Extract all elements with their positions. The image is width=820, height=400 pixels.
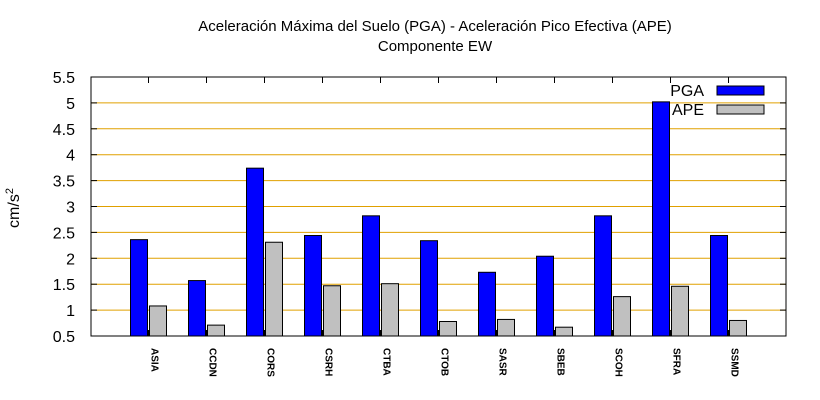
x-tick-label: SBEB bbox=[555, 348, 566, 376]
y-axis-ticks: 0.5 1 1.5 2 2.5 3 3.5 4 4.5 5 5.5 bbox=[53, 70, 786, 346]
y-tick-label: 0.5 bbox=[53, 329, 75, 346]
x-tick-label: CORS bbox=[265, 348, 276, 377]
legend-swatch-ape bbox=[716, 104, 765, 115]
bar-pga-sasr bbox=[478, 271, 496, 337]
bar-ape-ctob bbox=[439, 320, 457, 337]
x-tick-label: SASR bbox=[497, 348, 508, 377]
x-tick-label: CTBA bbox=[381, 348, 392, 376]
y-tick-label: 2 bbox=[66, 251, 75, 268]
chart-subtitle: Componente EW bbox=[378, 38, 493, 55]
bar-ape-ccdn bbox=[207, 324, 225, 337]
y-tick-label: 3 bbox=[66, 200, 75, 217]
x-tick-label: CCDN bbox=[207, 348, 218, 377]
bar-ape-csrh bbox=[323, 285, 341, 337]
bar-ape-sasr bbox=[497, 318, 515, 337]
bar-ape-scoh bbox=[613, 296, 631, 337]
y-tick-label: 1.5 bbox=[53, 277, 75, 294]
x-tick-label: CSRH bbox=[323, 348, 334, 376]
y-axis-label: cm/s2 bbox=[4, 188, 23, 228]
bar-ape-sbeb bbox=[555, 326, 573, 337]
bar-pga-ccdn bbox=[188, 280, 206, 337]
legend: PGA APE bbox=[670, 83, 765, 119]
bars bbox=[130, 101, 747, 337]
bar-pga-scoh bbox=[594, 215, 612, 337]
x-tick-label: SFRA bbox=[671, 348, 682, 375]
bar-ape-ctba bbox=[381, 283, 399, 337]
bar-pga-ctob bbox=[420, 240, 438, 337]
bar-ape-ssmd bbox=[729, 319, 747, 337]
legend-swatch-pga bbox=[716, 85, 765, 96]
y-tick-label: 4.5 bbox=[53, 122, 75, 139]
bar-pga-sfra bbox=[652, 101, 670, 337]
y-tick-label: 1 bbox=[66, 303, 75, 320]
x-tick-label: SSMD bbox=[729, 348, 740, 377]
legend-label-ape: APE bbox=[672, 102, 704, 119]
chart-title: Aceleración Máxima del Suelo (PGA) - Ace… bbox=[198, 18, 672, 35]
bar-pga-csrh bbox=[304, 235, 322, 337]
bar-pga-ctba bbox=[362, 215, 380, 337]
legend-label-pga: PGA bbox=[670, 83, 704, 100]
y-tick-label: 5.5 bbox=[53, 70, 75, 87]
bar-pga-ssmd bbox=[710, 235, 728, 337]
y-tick-label: 2.5 bbox=[53, 225, 75, 242]
bar-ape-cors bbox=[265, 241, 283, 337]
y-tick-label: 3.5 bbox=[53, 174, 75, 191]
bar-pga-asia bbox=[130, 239, 148, 337]
x-tick-label: CTOB bbox=[439, 348, 450, 376]
x-tick-label: ASIA bbox=[149, 348, 160, 372]
y-tick-label: 4 bbox=[66, 148, 75, 165]
x-tick-label: SCOH bbox=[613, 348, 624, 377]
grid bbox=[91, 102, 786, 311]
bar-ape-sfra bbox=[671, 285, 689, 337]
x-axis-ticks: ASIA CCDN CORS CSRH CTBA CTOB SASR SBEB SCOH SFRA… bbox=[148, 77, 740, 377]
bar-ape-asia bbox=[149, 305, 167, 337]
bar-pga-cors bbox=[246, 167, 264, 337]
bar-pga-sbeb bbox=[536, 255, 554, 337]
y-tick-label: 5 bbox=[66, 96, 75, 113]
